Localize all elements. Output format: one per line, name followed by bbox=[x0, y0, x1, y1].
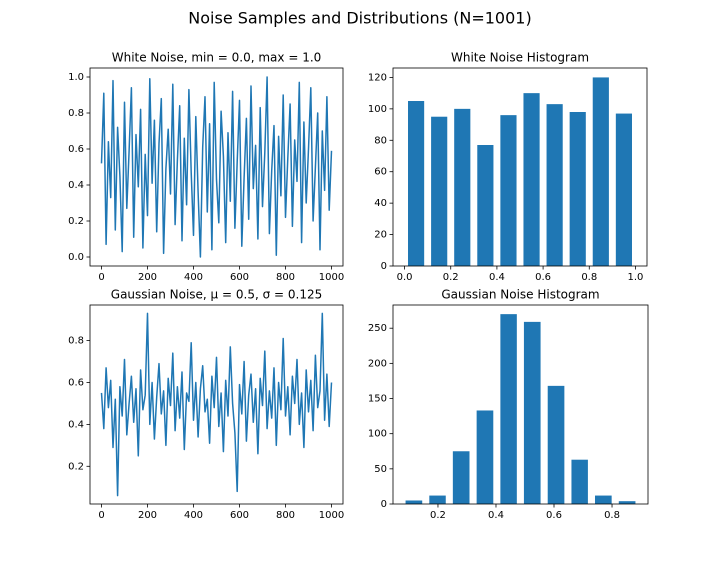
x-tick-label: 0.0 bbox=[397, 272, 413, 283]
bar bbox=[594, 495, 612, 504]
subplot-title: Gaussian Noise Histogram bbox=[441, 288, 599, 302]
axes-frame bbox=[89, 304, 344, 505]
y-tick-label: 0.2 bbox=[68, 216, 84, 227]
x-tick-label: 1000 bbox=[319, 510, 344, 521]
x-tick-label: 0 bbox=[98, 510, 104, 521]
bar bbox=[592, 77, 609, 266]
y-tick-label: 0.0 bbox=[68, 252, 84, 263]
y-tick-label: 0 bbox=[381, 261, 387, 272]
axes-frame bbox=[89, 67, 344, 267]
x-tick-label: 1.0 bbox=[628, 272, 644, 283]
y-tick-label: 0.4 bbox=[68, 419, 84, 430]
x-tick-label: 0.6 bbox=[535, 272, 551, 283]
x-tick-label: 0.2 bbox=[443, 272, 459, 283]
x-tick-label: 0 bbox=[98, 272, 104, 283]
y-tick-label: 0.8 bbox=[68, 108, 84, 119]
y-tick-label: 1.0 bbox=[68, 72, 84, 83]
bar bbox=[523, 93, 540, 267]
bar bbox=[454, 108, 471, 266]
bar bbox=[429, 495, 446, 504]
x-tick-label: 400 bbox=[184, 510, 203, 521]
x-tick-label: 800 bbox=[276, 510, 295, 521]
bar bbox=[547, 385, 565, 504]
y-tick-label: 50 bbox=[374, 464, 387, 475]
bar bbox=[569, 112, 586, 266]
x-tick-label: 0.2 bbox=[430, 510, 446, 521]
x-tick-label: 0.4 bbox=[489, 272, 505, 283]
y-tick-label: 40 bbox=[374, 198, 387, 209]
y-tick-label: 20 bbox=[374, 230, 387, 241]
line bbox=[100, 76, 333, 258]
y-tick-label: 250 bbox=[368, 323, 387, 334]
bar bbox=[615, 113, 632, 266]
axes-frame bbox=[392, 304, 649, 505]
y-tick-label: 0.2 bbox=[68, 461, 84, 472]
bar bbox=[408, 101, 425, 266]
figure-title: Noise Samples and Distributions (N=1001) bbox=[188, 9, 531, 28]
bar bbox=[571, 459, 588, 504]
y-tick-label: 0 bbox=[381, 499, 387, 510]
bar bbox=[500, 115, 517, 267]
y-tick-label: 0.8 bbox=[68, 336, 84, 347]
subplot-title: Gaussian Noise, μ = 0.5, σ = 0.125 bbox=[111, 288, 322, 302]
bar bbox=[476, 410, 494, 504]
x-tick-label: 200 bbox=[138, 272, 157, 283]
bar bbox=[477, 145, 494, 266]
y-tick-label: 0.4 bbox=[68, 180, 84, 191]
bar bbox=[523, 321, 541, 504]
bar bbox=[431, 116, 448, 266]
x-tick-label: 200 bbox=[138, 510, 157, 521]
x-tick-label: 0.8 bbox=[581, 272, 597, 283]
y-tick-label: 120 bbox=[368, 72, 387, 83]
x-tick-label: 0.6 bbox=[546, 510, 562, 521]
y-tick-label: 150 bbox=[368, 394, 387, 405]
y-tick-label: 60 bbox=[374, 167, 387, 178]
bar bbox=[546, 104, 563, 267]
y-tick-label: 200 bbox=[368, 358, 387, 369]
x-tick-label: 600 bbox=[230, 272, 249, 283]
x-tick-label: 0.8 bbox=[604, 510, 620, 521]
y-tick-label: 100 bbox=[368, 429, 387, 440]
axes-frame bbox=[392, 67, 648, 267]
bar bbox=[500, 314, 517, 504]
line bbox=[100, 312, 333, 497]
y-tick-label: 80 bbox=[374, 135, 387, 146]
subplot-title: White Noise, min = 0.0, max = 1.0 bbox=[112, 51, 322, 65]
x-tick-label: 800 bbox=[276, 272, 295, 283]
x-tick-label: 400 bbox=[184, 272, 203, 283]
bar bbox=[452, 451, 470, 504]
y-tick-label: 0.6 bbox=[68, 378, 84, 389]
bar bbox=[405, 500, 423, 504]
subplot-title: White Noise Histogram bbox=[451, 51, 589, 65]
y-tick-label: 0.6 bbox=[68, 144, 84, 155]
x-tick-label: 600 bbox=[230, 510, 249, 521]
bar bbox=[618, 501, 636, 504]
x-tick-label: 0.4 bbox=[488, 510, 504, 521]
y-tick-label: 100 bbox=[368, 104, 387, 115]
x-tick-label: 1000 bbox=[319, 272, 344, 283]
